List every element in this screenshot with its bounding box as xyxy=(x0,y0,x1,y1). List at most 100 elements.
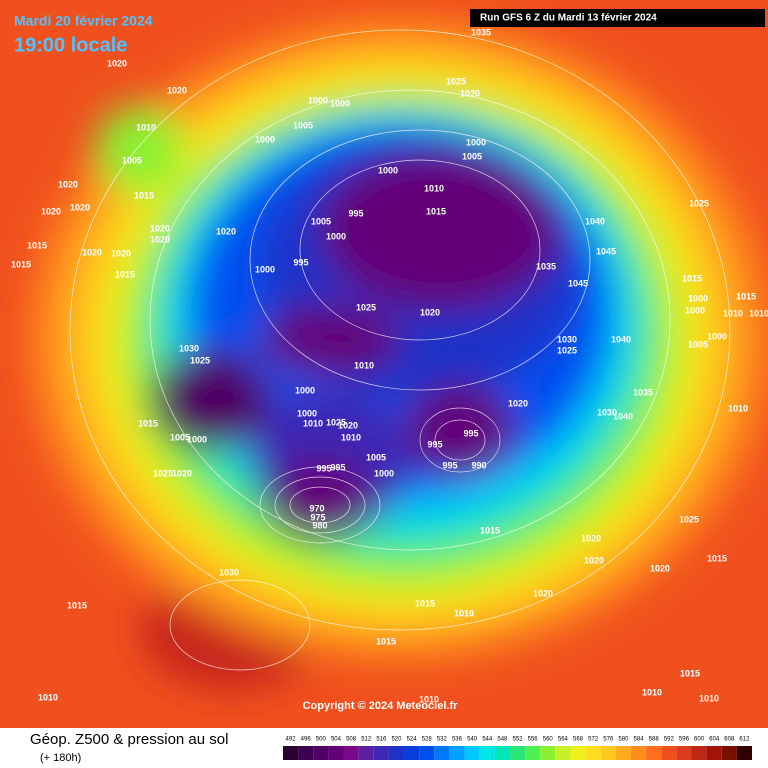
isobar-label: 1015 xyxy=(134,190,154,200)
isobar-label: 1030 xyxy=(219,567,239,577)
isobar-label: 1045 xyxy=(568,278,588,288)
isobar-label: 1010 xyxy=(341,432,361,442)
scale-label: 580 xyxy=(618,737,629,743)
isobar-label: 1020 xyxy=(167,85,187,95)
scale-cell xyxy=(509,746,526,760)
scale-cell xyxy=(585,746,601,760)
map-field xyxy=(0,0,768,728)
isobar-label: 1000 xyxy=(707,331,727,341)
scale-cell xyxy=(358,746,374,760)
isobar-label: 1020 xyxy=(41,206,61,216)
scale-label: 516 xyxy=(376,737,387,743)
isobar-label: 1010 xyxy=(38,692,58,702)
scale-cell xyxy=(525,746,541,760)
scale-label: 520 xyxy=(391,737,402,743)
isobar-label: 1020 xyxy=(70,202,90,212)
isobar-label: 990 xyxy=(471,460,486,470)
isobar-label: 1020 xyxy=(460,88,480,98)
isobar-label: 1025 xyxy=(689,198,709,208)
copyright: Copyright © 2024 Meteociel.fr xyxy=(303,700,459,712)
isobar-label: 995 xyxy=(427,439,442,449)
isobar-label: 1015 xyxy=(707,553,727,563)
isobar-label: 1045 xyxy=(596,246,616,256)
isobar-label: 1010 xyxy=(136,122,156,132)
isobar-label: 1020 xyxy=(150,234,170,244)
scale-cell xyxy=(540,746,556,760)
isobar-label: 1000 xyxy=(374,468,394,478)
isobar-label: 1015 xyxy=(11,259,31,269)
isobar-label: 1000 xyxy=(295,385,315,395)
isobar-label: 1020 xyxy=(216,226,236,236)
isobar-label: 1015 xyxy=(680,668,700,678)
isobar-label: 1000 xyxy=(297,408,317,418)
isobar-label: 1010 xyxy=(749,308,768,318)
isobar-label: 1005 xyxy=(170,432,190,442)
scale-label: 584 xyxy=(634,737,645,743)
isobar-label: 995 xyxy=(316,463,331,473)
isobar-label: 1030 xyxy=(597,407,617,417)
scale-label: 568 xyxy=(573,737,584,743)
scale-label: 560 xyxy=(543,737,554,743)
scale-label: 612 xyxy=(739,737,750,743)
scale-label: 496 xyxy=(301,737,312,743)
isobar-label: 1040 xyxy=(585,216,605,226)
scale-label: 576 xyxy=(603,737,614,743)
scale-cell xyxy=(600,746,616,760)
scale-cell xyxy=(373,746,389,760)
isobar-label: 980 xyxy=(312,520,327,530)
isobar-label: 1020 xyxy=(584,555,604,565)
isobar-label: 1015 xyxy=(682,273,702,283)
scale-label: 552 xyxy=(512,737,523,743)
isobar-labels: 1020 1020 1010 1005 1020 1015 1020 1020 1020 1020… xyxy=(11,27,768,704)
scale-label: 588 xyxy=(649,737,660,743)
isobar-label: 1000 xyxy=(685,305,705,315)
isobar-label: 1025 xyxy=(679,514,699,524)
isobar-label: 1020 xyxy=(650,563,670,573)
scale-cell xyxy=(691,746,707,760)
isobar-label: 1010 xyxy=(728,403,748,413)
scale-cell xyxy=(313,746,329,760)
scale-label: 564 xyxy=(558,737,569,743)
scale-label: 572 xyxy=(588,737,599,743)
scale-label: 508 xyxy=(346,737,357,743)
valid-date: Mardi 20 février 2024 xyxy=(14,13,153,29)
isobar-label: 1005 xyxy=(462,151,482,161)
isobar-label: 1010 xyxy=(699,693,719,703)
isobar-label: 1000 xyxy=(308,95,328,105)
scale-cell xyxy=(721,746,737,760)
color-scale: 492 496 500 504 508 512 516 520 524 528 532 536 540 5… xyxy=(283,737,752,760)
isobar-label: 1015 xyxy=(376,636,396,646)
run-label: Run GFS 6 Z du Mardi 13 février 2024 xyxy=(480,13,657,24)
scale-cell xyxy=(298,746,314,760)
isobar-label: 1000 xyxy=(326,231,346,241)
isobar-label: 995 xyxy=(442,460,457,470)
isobar-label: 995 xyxy=(348,208,363,218)
scale-cell xyxy=(328,746,344,760)
scale-cell xyxy=(630,746,647,760)
isobar-label: 1025 xyxy=(446,76,466,86)
isobar-label: 1020 xyxy=(58,179,78,189)
isobar-label: 1015 xyxy=(426,206,446,216)
scale-label: 536 xyxy=(452,737,463,743)
scale-cell xyxy=(706,746,722,760)
isobar-label: 1025 xyxy=(356,302,376,312)
isobar-label: 1025 xyxy=(153,468,173,478)
isobar-label: 1020 xyxy=(581,533,601,543)
scale-cell xyxy=(570,746,586,760)
scale-cell xyxy=(464,746,480,760)
scale-cell xyxy=(555,746,571,760)
isobar-label: 1015 xyxy=(415,598,435,608)
isobar-label: 1020 xyxy=(533,588,553,598)
scale-cell xyxy=(494,746,510,760)
scale-cell xyxy=(419,746,435,760)
scale-label: 492 xyxy=(286,737,297,743)
scale-cell xyxy=(449,746,465,760)
isobar-label: 995 xyxy=(293,257,308,267)
scale-cell xyxy=(615,746,631,760)
legend-lead: (+ 180h) xyxy=(40,752,81,764)
scale-cell xyxy=(388,746,405,760)
scale-cell xyxy=(661,746,677,760)
scale-label: 532 xyxy=(437,737,448,743)
isobar-label: 1020 xyxy=(508,398,528,408)
